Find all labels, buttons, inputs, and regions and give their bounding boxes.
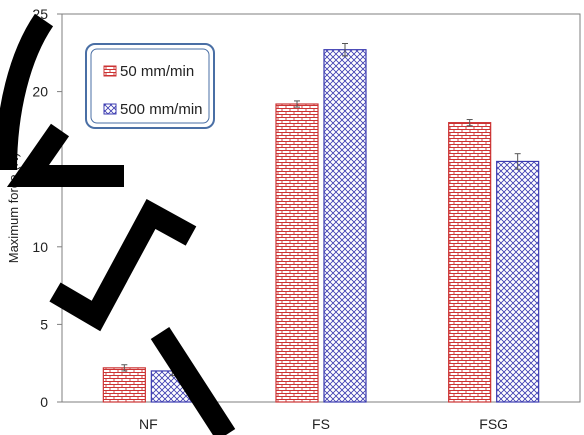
bar-fsg-500: [496, 160, 540, 403]
x-axis-labels: NF FS FSG: [139, 416, 508, 432]
error-bar: [466, 119, 473, 127]
x-tick-label: FS: [312, 416, 330, 432]
legend-swatch-500: [103, 103, 117, 115]
y-tick-label: 20: [32, 84, 48, 100]
legend: 50 mm/min 500 mm/min: [85, 43, 215, 129]
bar-fs-500: [323, 49, 367, 403]
error-bar: [121, 364, 128, 372]
bars: [102, 49, 540, 403]
error-bar: [294, 100, 300, 108]
legend-label-50: 50 mm/min: [120, 63, 194, 80]
legend-swatch-50: [103, 65, 117, 77]
plot-frame: [61, 13, 581, 403]
bar-fsg-50: [448, 122, 492, 403]
bar-nf-50: [102, 367, 146, 403]
x-tick-label: FSG: [479, 416, 508, 432]
bar-fs-50: [275, 103, 319, 403]
y-tick-label: 10: [32, 239, 48, 255]
y-tick-label: 5: [40, 316, 48, 332]
legend-box-outer: [85, 43, 215, 129]
y-tick-label: 0: [40, 394, 48, 410]
error-bar: [514, 153, 521, 170]
legend-box-inner: [90, 48, 210, 124]
watermark: [0, 13, 236, 435]
error-bar: [342, 42, 348, 57]
legend-label-500: 500 mm/min: [120, 101, 203, 118]
x-tick-label: NF: [139, 416, 158, 432]
